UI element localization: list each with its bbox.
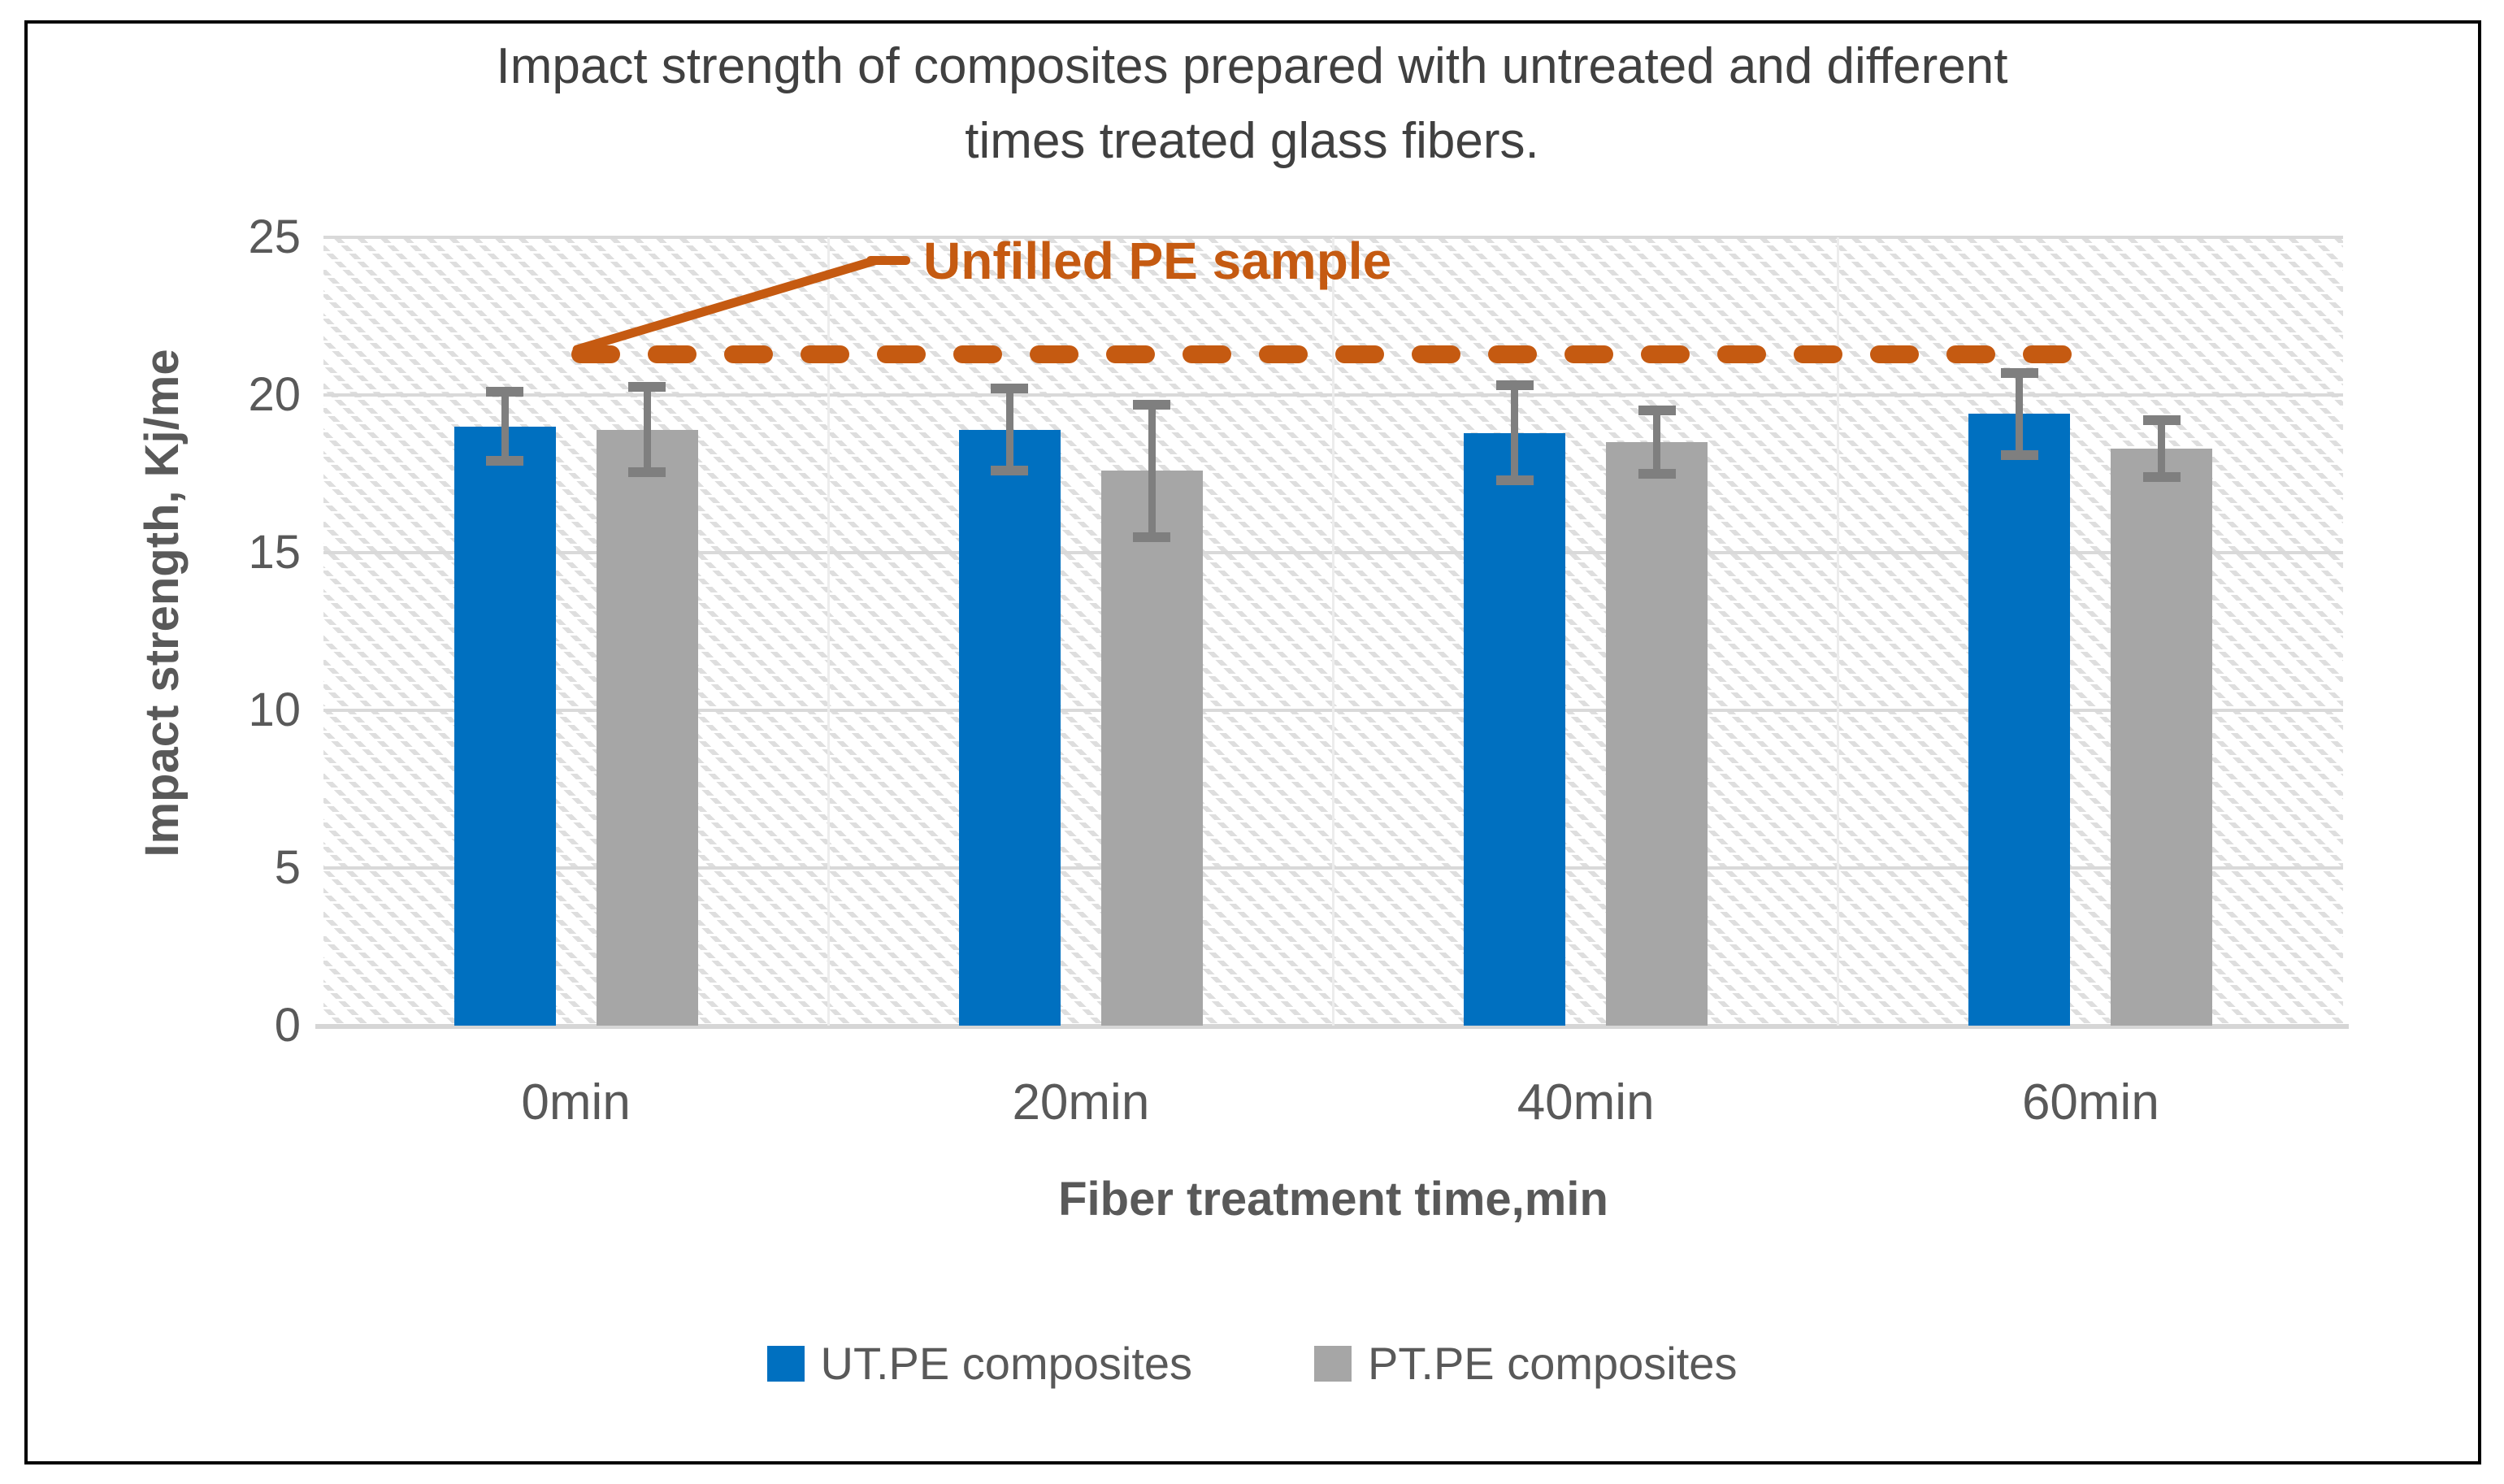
- error-bar-cap-top-ut-pe-0min: [486, 387, 524, 397]
- error-bar-stem-ut-pe-40min: [1511, 385, 1519, 480]
- error-bar-cap-top-ut-pe-60min: [2000, 367, 2038, 378]
- error-bar-cap-bottom-ut-pe-40min: [1495, 475, 1534, 485]
- error-bar-cap-top-pt-pe-60min: [2142, 415, 2181, 426]
- reference-dashed-line-segment: [1106, 345, 1155, 363]
- reference-dashed-line-segment: [724, 345, 773, 363]
- error-bar-stem-pt-pe-20min: [1148, 404, 1156, 537]
- annotation-leader-elbow: [866, 256, 910, 265]
- error-bar-stem-ut-pe-0min: [501, 392, 509, 462]
- error-bar-stem-ut-pe-60min: [2016, 372, 2024, 455]
- chart-title-line-1: Impact strength of composites prepared w…: [496, 38, 2008, 94]
- reference-dashed-line-segment: [1946, 345, 1995, 363]
- legend-label-ut-pe: UT.PE composites: [820, 1338, 1193, 1389]
- error-bar-cap-bottom-pt-pe-60min: [2142, 471, 2181, 482]
- error-bar-cap-top-pt-pe-40min: [1638, 406, 1676, 416]
- reference-dashed-line-segment: [1335, 345, 1384, 363]
- x-tick-label-20min: 20min: [1012, 1074, 1150, 1130]
- reference-dashed-line-segment: [1183, 345, 1231, 363]
- y-tick-label: 5: [274, 841, 301, 894]
- legend-item-ut-pe: UT.PE composites: [766, 1338, 1193, 1389]
- error-bar-cap-top-ut-pe-40min: [1495, 380, 1534, 391]
- legend-label-pt-pe: PT.PE composites: [1368, 1338, 1738, 1389]
- category-boundary-line: [827, 237, 830, 1026]
- category-boundary-line: [1332, 237, 1334, 1026]
- reference-dashed-line-segment: [1030, 345, 1078, 363]
- reference-dashed-line-segment: [877, 345, 926, 363]
- bar-ut-pe-0min: [453, 426, 556, 1026]
- y-tick-label: 0: [274, 999, 301, 1052]
- legend-swatch-ut-pe: [766, 1346, 805, 1382]
- bar-ut-pe-60min: [1968, 414, 2071, 1026]
- reference-dashed-line-segment: [801, 345, 849, 363]
- reference-dashed-line-segment: [1412, 345, 1460, 363]
- reference-dashed-line-segment: [1564, 345, 1613, 363]
- bar-pt-pe-60min: [2111, 448, 2213, 1026]
- y-tick-label: 25: [248, 210, 301, 263]
- bar-pt-pe-40min: [1606, 442, 1708, 1026]
- reference-dashed-line-segment: [953, 345, 1002, 363]
- legend-item-pt-pe: PT.PE composites: [1314, 1339, 1737, 1388]
- error-bar-cap-bottom-ut-pe-60min: [2000, 449, 2038, 460]
- y-tick-label: 20: [248, 368, 301, 421]
- x-tick-label-60min: 60min: [2021, 1074, 2159, 1130]
- error-bar-stem-pt-pe-40min: [1653, 410, 1661, 474]
- figure-border: [24, 20, 2481, 1464]
- category-boundary-line: [1837, 237, 1840, 1026]
- error-bar-cap-bottom-pt-pe-40min: [1638, 469, 1676, 479]
- bar-ut-pe-40min: [1464, 432, 1566, 1026]
- reference-dashed-line-segment: [2023, 345, 2072, 363]
- y-axis-title: Impact strength, Kj/me: [136, 349, 189, 857]
- error-bar-cap-bottom-pt-pe-0min: [628, 467, 666, 478]
- reference-dashed-line-segment: [1870, 345, 1919, 363]
- reference-dashed-line-segment: [1717, 345, 1766, 363]
- error-bar-cap-bottom-ut-pe-0min: [486, 456, 524, 466]
- bar-pt-pe-0min: [596, 429, 698, 1026]
- chart-title-line-2: times treated glass fibers.: [965, 113, 1539, 169]
- error-bar-stem-pt-pe-0min: [643, 387, 651, 473]
- reference-line-label: Unfilled PE sample: [923, 232, 1392, 290]
- legend-swatch-pt-pe: [1314, 1346, 1352, 1382]
- y-tick-label: 15: [248, 526, 301, 579]
- y-tick-label: 10: [248, 683, 301, 736]
- error-bar-stem-pt-pe-60min: [2158, 420, 2166, 477]
- reference-dashed-line-segment: [648, 345, 697, 363]
- error-bar-cap-bottom-pt-pe-20min: [1133, 532, 1171, 542]
- error-bar-stem-ut-pe-20min: [1005, 388, 1013, 471]
- error-bar-cap-top-ut-pe-20min: [991, 384, 1029, 394]
- x-tick-label-40min: 40min: [1517, 1074, 1655, 1130]
- reference-dashed-line-segment: [1259, 345, 1308, 363]
- error-bar-cap-bottom-ut-pe-20min: [991, 466, 1029, 476]
- reference-dashed-line-segment: [1488, 345, 1537, 363]
- x-tick-label-0min: 0min: [521, 1074, 631, 1130]
- legend: UT.PE composites PT.PE composites: [0, 1339, 2504, 1388]
- x-axis-title: Fiber treatment time,min: [1058, 1173, 1608, 1226]
- error-bar-cap-top-pt-pe-20min: [1133, 399, 1171, 410]
- bar-pt-pe-20min: [1100, 471, 1203, 1026]
- bar-ut-pe-20min: [958, 429, 1061, 1026]
- error-bar-cap-top-pt-pe-0min: [628, 382, 666, 393]
- reference-dashed-line-segment: [1794, 345, 1842, 363]
- reference-dashed-line-segment: [1641, 345, 1690, 363]
- x-axis-line: [315, 1024, 2349, 1029]
- chart-title: Impact strength of composites prepared w…: [0, 29, 2504, 179]
